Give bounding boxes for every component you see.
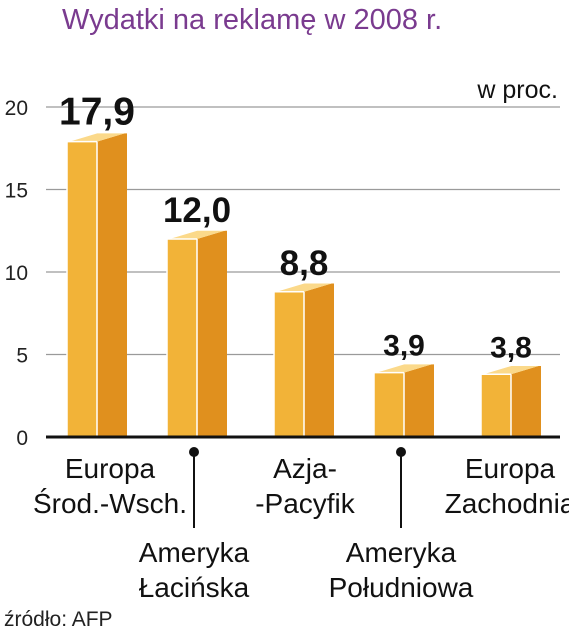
- bar-front: [67, 141, 97, 437]
- bar-front: [167, 239, 197, 437]
- data-label: 12,0: [163, 191, 231, 230]
- data-label: 8,8: [280, 244, 329, 283]
- category-label: Azja-: [273, 453, 337, 484]
- category-label: Południowa: [329, 572, 474, 603]
- bar-top: [167, 230, 227, 239]
- bar-side: [97, 132, 127, 437]
- bar-edge: [66, 131, 127, 437]
- category-label: Środ.-Wsch.: [33, 487, 187, 519]
- bar-side: [304, 282, 334, 437]
- bar-top: [374, 363, 434, 373]
- y-tick-label: 5: [16, 345, 28, 368]
- bar-front: [274, 291, 304, 437]
- unit-label: w proc.: [476, 76, 558, 104]
- chart-title: Wydatki na reklamę w 2008 r.: [62, 4, 443, 36]
- data-label: 3,9: [383, 330, 425, 363]
- y-tick-label: 20: [5, 97, 28, 120]
- source-note: źródło: AFP: [4, 608, 113, 631]
- bar-side: [404, 363, 434, 437]
- bar-side: [511, 365, 541, 437]
- bar-front: [374, 372, 404, 437]
- bar-edge: [273, 282, 334, 437]
- bar-side: [197, 230, 227, 437]
- y-tick-label: 15: [5, 180, 28, 203]
- bar-top: [481, 365, 541, 375]
- data-label: 17,9: [59, 91, 135, 134]
- y-tick-label: 10: [5, 262, 28, 285]
- category-label: Łacińska: [139, 572, 250, 603]
- category-label: -Pacyfik: [255, 488, 356, 519]
- bar-top: [67, 132, 127, 142]
- category-label: Ameryka: [346, 537, 457, 568]
- bar-edge: [373, 362, 434, 437]
- category-label: Zachodnia: [445, 488, 569, 519]
- bar-edge: [480, 364, 541, 437]
- category-label: Ameryka: [139, 537, 250, 568]
- bar-top: [274, 282, 334, 292]
- data-label: 3,8: [490, 331, 532, 364]
- bar-front: [481, 374, 511, 437]
- y-tick-label: 0: [16, 427, 28, 450]
- category-label: Europa: [465, 453, 556, 484]
- category-label: Europa: [65, 453, 156, 484]
- bar-edge: [166, 229, 227, 437]
